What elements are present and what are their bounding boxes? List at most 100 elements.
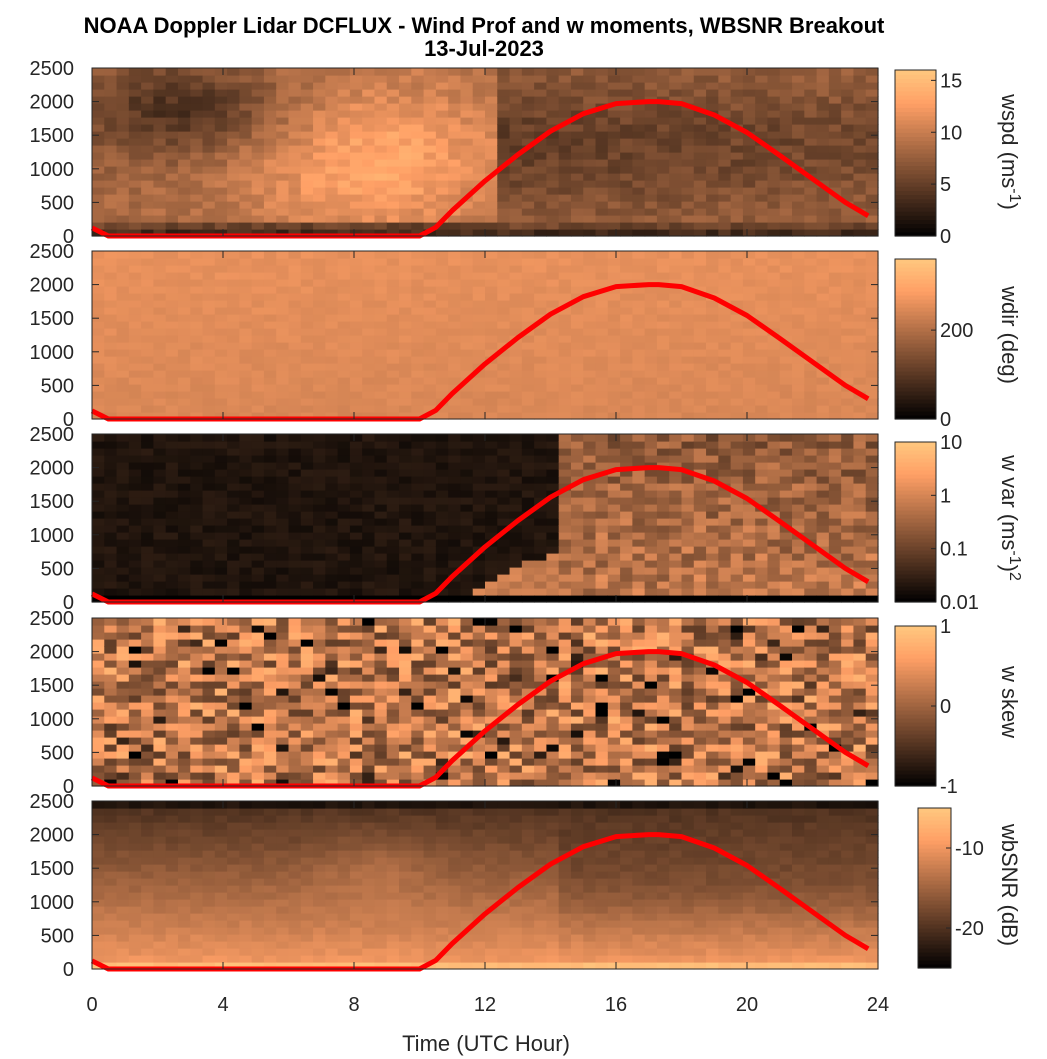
- heatmap-cell: [656, 349, 670, 357]
- heatmap-cell: [767, 82, 781, 90]
- heatmap-cell: [853, 546, 867, 554]
- heatmap-cell: [570, 490, 584, 498]
- heatmap-cell: [276, 173, 290, 181]
- heatmap-cell: [583, 265, 597, 273]
- heatmap-cell: [141, 286, 155, 294]
- heatmap-cell: [841, 504, 855, 512]
- heatmap-cell: [214, 342, 228, 350]
- heatmap-cell: [828, 539, 842, 547]
- heatmap-cell: [485, 391, 498, 399]
- heatmap-cell: [177, 208, 191, 216]
- heatmap-cell: [399, 251, 412, 259]
- heatmap-cell: [485, 497, 498, 505]
- heatmap-cell: [804, 215, 818, 223]
- heatmap-cell: [104, 363, 118, 371]
- heatmap-cell: [779, 117, 793, 125]
- heatmap-cell: [742, 117, 756, 125]
- heatmap-cell: [214, 363, 228, 371]
- heatmap-cell: [411, 286, 425, 294]
- colorbar-step: [895, 474, 936, 479]
- heatmap-cell: [521, 497, 535, 505]
- heatmap-cell: [227, 293, 240, 301]
- heatmap-cell: [816, 342, 830, 350]
- colorbar-step: [895, 558, 936, 563]
- heatmap-cell: [632, 258, 646, 266]
- heatmap-cell: [411, 546, 425, 554]
- heatmap-cell: [227, 307, 240, 315]
- heatmap-cell: [349, 342, 363, 350]
- heatmap-cell: [116, 546, 130, 554]
- heatmap-cell: [828, 180, 842, 188]
- heatmap-cell: [595, 581, 609, 589]
- heatmap-cell: [730, 553, 744, 561]
- heatmap-cell: [816, 89, 830, 97]
- heatmap-cell: [177, 490, 191, 498]
- heatmap-cell: [460, 405, 474, 413]
- heatmap-cell: [828, 89, 842, 97]
- heatmap-cell: [693, 321, 707, 329]
- heatmap-cell: [313, 342, 326, 350]
- heatmap-cell: [165, 68, 179, 76]
- heatmap-cell: [386, 82, 400, 90]
- heatmap-cell: [190, 328, 204, 336]
- heatmap-cell: [472, 469, 486, 477]
- heatmap-cell: [521, 117, 535, 125]
- heatmap-cell: [190, 398, 204, 406]
- heatmap-cell: [718, 581, 732, 589]
- heatmap-cell: [595, 588, 609, 596]
- heatmap-cell: [485, 511, 498, 519]
- heatmap-cell: [693, 138, 707, 146]
- heatmap-cell: [546, 152, 560, 160]
- heatmap-cell: [632, 251, 646, 259]
- heatmap-cell: [779, 328, 793, 336]
- heatmap-cell: [534, 412, 548, 420]
- heatmap-cell: [546, 588, 560, 596]
- heatmap-cell: [227, 251, 240, 259]
- heatmap-cell: [349, 567, 363, 575]
- heatmap-cell: [607, 342, 621, 350]
- heatmap-cell: [521, 103, 535, 111]
- heatmap-cell: [190, 201, 204, 209]
- heatmap-cell: [374, 138, 388, 146]
- heatmap-cell: [865, 293, 879, 301]
- heatmap-cell: [448, 103, 462, 111]
- heatmap-cell: [263, 173, 277, 181]
- heatmap-cell: [681, 307, 695, 315]
- heatmap-cell: [583, 124, 597, 132]
- heatmap-cell: [853, 532, 867, 540]
- heatmap-cell: [399, 293, 412, 301]
- heatmap-cell: [386, 476, 400, 484]
- heatmap-cell: [607, 279, 621, 287]
- colorbar-step: [895, 111, 936, 117]
- heatmap-cell: [632, 131, 646, 139]
- heatmap-cell: [128, 377, 142, 385]
- heatmap-cell: [497, 518, 511, 526]
- heatmap-cell: [472, 511, 486, 519]
- heatmap-cell: [546, 574, 560, 582]
- heatmap-cell: [313, 349, 326, 357]
- heatmap-cell: [104, 504, 118, 512]
- heatmap-cell: [190, 272, 204, 280]
- heatmap-cell: [509, 462, 523, 470]
- heatmap-cell: [509, 166, 523, 174]
- colorbar-tick-label: 10: [940, 122, 962, 144]
- heatmap-cell: [767, 187, 781, 195]
- heatmap-cell: [730, 131, 744, 139]
- heatmap-cell: [202, 251, 216, 259]
- heatmap-cell: [509, 96, 523, 104]
- heatmap-cell: [141, 595, 155, 603]
- heatmap-cell: [141, 730, 155, 738]
- heatmap-cell: [435, 251, 449, 259]
- heatmap-cell: [804, 138, 818, 146]
- heatmap-cell: [128, 532, 142, 540]
- heatmap-cell: [656, 180, 670, 188]
- heatmap-cell: [583, 469, 597, 477]
- heatmap-cell: [620, 412, 633, 420]
- heatmap-cell: [546, 180, 560, 188]
- heatmap-cell: [325, 229, 339, 237]
- heatmap-cell: [792, 469, 805, 477]
- heatmap-cell: [214, 229, 228, 237]
- heatmap-cell: [116, 469, 130, 477]
- heatmap-cell: [718, 384, 732, 392]
- heatmap-cell: [349, 314, 363, 322]
